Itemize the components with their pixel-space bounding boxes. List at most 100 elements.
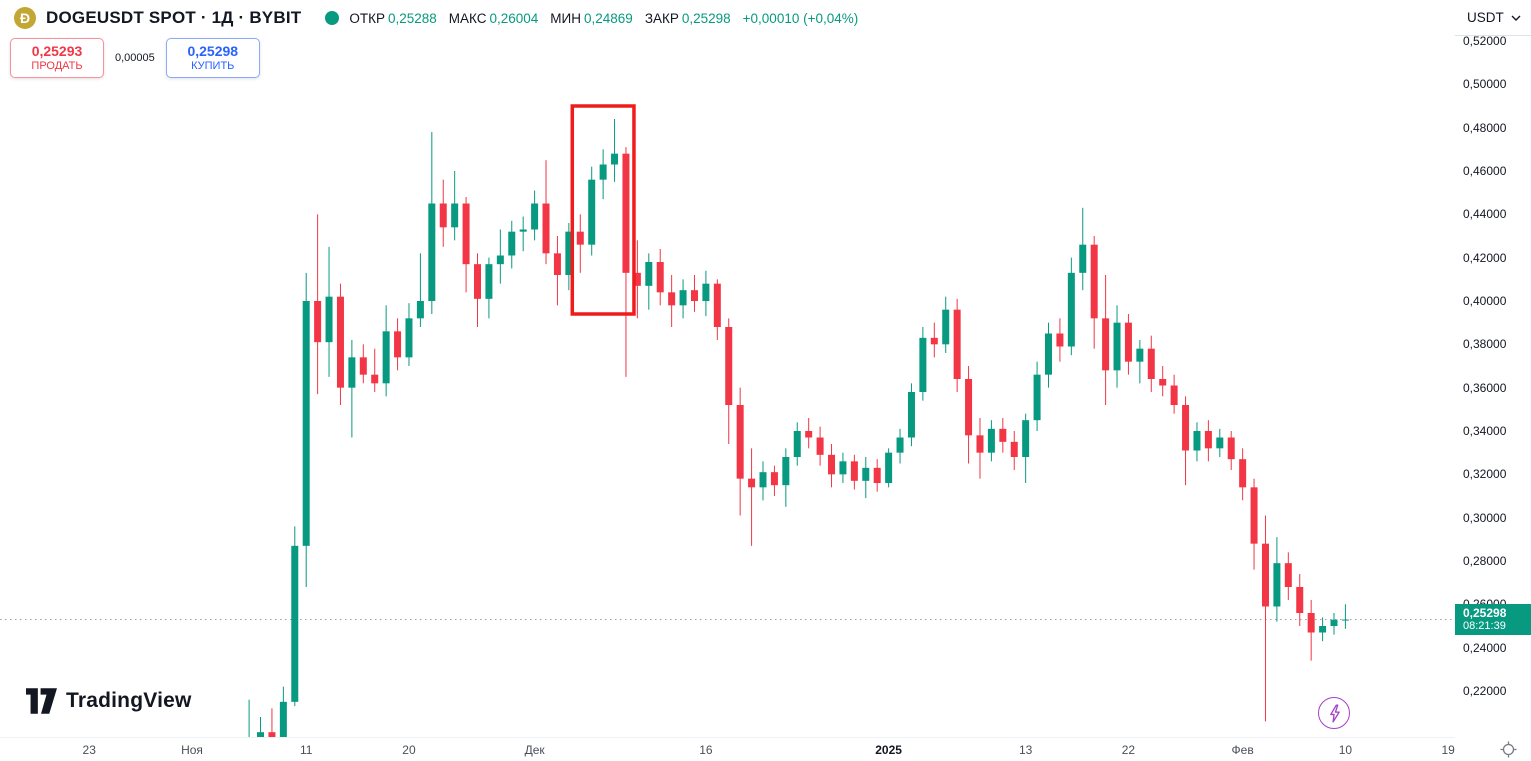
candle-body (1067, 272, 1075, 347)
candle-body (588, 179, 596, 245)
lightning-icon (1329, 703, 1340, 723)
change-value: +0,00010 (+0,04%) (742, 10, 859, 26)
candle-body (325, 296, 333, 343)
candle-body (690, 290, 698, 302)
candle-body (565, 231, 573, 276)
candle-body (907, 392, 915, 438)
candle-body (268, 732, 276, 737)
candle-body (371, 374, 379, 384)
candle-body (359, 357, 367, 375)
time-tick-label: 11 (299, 743, 313, 757)
candle-body (828, 454, 836, 475)
symbol-title[interactable]: DOGEUSDT SPOT · 1Д · BYBIT (46, 8, 302, 27)
candle-body (759, 472, 767, 488)
candle-body (725, 327, 733, 406)
tradingview-watermark[interactable]: TradingView (26, 688, 192, 714)
candle-body (770, 472, 778, 486)
price-tick-label: 0,36000 (1463, 380, 1507, 395)
candle-body (736, 405, 744, 479)
candle-body (485, 264, 493, 299)
candle-body (1159, 379, 1167, 386)
spread-value: 0,00005 (115, 52, 155, 64)
last-price-value: 0,25298 (1463, 605, 1507, 620)
candle-body (1330, 619, 1338, 627)
candle-body (656, 262, 664, 293)
candle-body (1136, 348, 1144, 362)
candle-body (1239, 459, 1247, 488)
price-tick-label: 0,52000 (1463, 34, 1507, 48)
candle-body (531, 203, 539, 230)
candle-body (976, 435, 984, 453)
scale-target-icon[interactable] (1500, 741, 1517, 758)
price-tick-label: 0,46000 (1463, 164, 1507, 178)
time-axis[interactable]: 23 Ноя 11 20 Дек 16 2025 13 22 Фев 10 19 (0, 737, 1455, 761)
open-value: 0,25288 (387, 10, 437, 26)
chart-header: Ð DOGEUSDT SPOT · 1Д · BYBIT ОТКР 0,2528… (0, 0, 1455, 36)
candle-body (394, 331, 402, 358)
candle-body (1056, 333, 1064, 347)
candle-body (919, 337, 927, 393)
candlestick-chart[interactable] (0, 0, 1455, 737)
boost-button[interactable] (1318, 697, 1350, 729)
candle-body (930, 337, 938, 345)
candle-body (1216, 437, 1224, 449)
candle-body (291, 545, 299, 702)
candle-body (302, 301, 310, 546)
sell-price: 0,25293 (31, 43, 83, 60)
buy-label: КУПИТЬ (191, 60, 235, 73)
currency-label: USDT (1467, 10, 1504, 25)
price-tick-label: 0,42000 (1463, 250, 1507, 265)
candle-body (942, 309, 950, 345)
price-tick-label: 0,28000 (1463, 554, 1507, 568)
price-tick-label: 0,22000 (1463, 684, 1507, 698)
sell-button[interactable]: 0,25293 ПРОДАТЬ (10, 38, 104, 78)
candle-body (405, 318, 413, 358)
price-scale-currency-selector[interactable]: USDT (1455, 0, 1531, 36)
candle-body (896, 437, 904, 453)
candle-body (1124, 322, 1132, 362)
tradingview-brand-text: TradingView (66, 689, 192, 712)
candle-body (1182, 405, 1190, 451)
high-label: МАКС (448, 10, 487, 26)
highlight-rectangle-annotation[interactable] (570, 104, 636, 316)
candle-body (1193, 431, 1201, 451)
price-tick-label: 0,30000 (1463, 510, 1507, 525)
candle-body (713, 283, 721, 328)
time-tick-label: 16 (699, 743, 713, 757)
bar-countdown: 08:21:39 (1463, 619, 1506, 632)
axis-corner-cell (1455, 737, 1531, 761)
candle-body (850, 461, 858, 481)
candle-body (1022, 420, 1030, 458)
candle-body (1250, 487, 1258, 544)
low-label: МИН (550, 10, 581, 26)
candle-body (336, 296, 344, 388)
close-label: ЗАКР (644, 10, 679, 26)
candle-body (1296, 587, 1304, 614)
time-tick-label: Дек (524, 743, 545, 757)
candle-body (999, 428, 1007, 442)
candle-body (451, 203, 459, 228)
price-tick-label: 0,48000 (1463, 120, 1507, 135)
candle-body (462, 203, 470, 265)
candle-body (1273, 563, 1281, 607)
candle-body (839, 461, 847, 475)
trade-panel: 0,25293 ПРОДАТЬ 0,00005 0,25298 КУПИТЬ (10, 38, 260, 78)
candle-body (1090, 244, 1098, 319)
candle-body (1033, 374, 1041, 421)
candle-body (793, 431, 801, 458)
low-value: 0,24869 (584, 10, 633, 26)
price-tick-label: 0,34000 (1463, 424, 1507, 438)
series-color-dot-icon (325, 11, 340, 25)
candle-body (439, 203, 447, 228)
price-tick-label: 0,50000 (1463, 77, 1507, 92)
time-tick-label: Фев (1231, 743, 1254, 757)
candle-body (873, 467, 881, 484)
candle-body (782, 457, 790, 486)
candle-body (382, 331, 390, 384)
candle-body (519, 229, 527, 232)
candle-body (496, 255, 504, 265)
price-tick-label: 0,32000 (1463, 467, 1507, 482)
candle-body (1102, 318, 1110, 371)
buy-button[interactable]: 0,25298 КУПИТЬ (165, 38, 260, 78)
